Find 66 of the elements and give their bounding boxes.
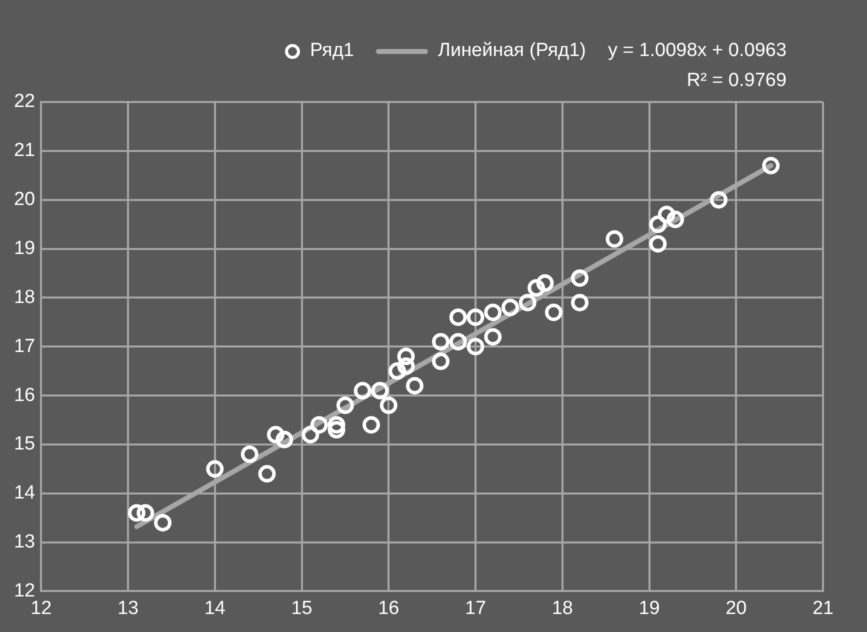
x-tick-label: 19	[638, 598, 660, 619]
x-tick-label: 20	[726, 598, 747, 619]
point	[302, 426, 320, 444]
point	[484, 304, 502, 322]
point	[371, 382, 389, 400]
text: R² = 0.9769	[686, 70, 787, 92]
x-tick-label: 14	[204, 598, 226, 619]
point	[466, 308, 484, 326]
point	[449, 332, 467, 350]
point	[136, 504, 154, 522]
point	[502, 298, 520, 316]
point	[240, 445, 258, 463]
point	[406, 376, 424, 394]
point	[449, 308, 467, 326]
y-tick-label: 20	[14, 189, 36, 210]
point	[658, 206, 676, 224]
point	[380, 396, 398, 414]
x-tick-label: 21	[812, 598, 834, 619]
point	[571, 294, 589, 312]
point	[154, 514, 172, 532]
point	[328, 416, 346, 434]
point	[710, 191, 728, 209]
point	[484, 328, 502, 346]
y-tick-label: 14	[14, 482, 36, 504]
point	[762, 156, 780, 174]
x-tick-label: 17	[464, 598, 486, 619]
y-tick-label: 16	[14, 384, 36, 406]
legend-label: Ряд1	[310, 40, 354, 62]
text: y = 1.0098x + 0.0963	[608, 40, 787, 62]
point	[310, 416, 328, 434]
point	[328, 421, 346, 439]
point	[528, 279, 546, 297]
point	[606, 230, 624, 248]
point	[649, 216, 667, 234]
legend-label: Линейная (Ряд1)	[438, 40, 586, 62]
y-tick-label: 21	[14, 140, 36, 162]
point	[388, 362, 406, 380]
point	[266, 426, 284, 444]
point	[466, 338, 484, 356]
y-tick-label: 17	[14, 336, 36, 357]
y-tick-label: 19	[14, 238, 36, 259]
point	[544, 304, 562, 322]
point	[354, 382, 372, 400]
x-tick-label: 13	[117, 598, 139, 619]
point	[336, 396, 354, 414]
point	[518, 294, 536, 312]
point	[649, 235, 667, 253]
point	[397, 357, 415, 375]
y-tick-label: 18	[14, 286, 36, 308]
point	[362, 416, 380, 434]
point	[128, 504, 146, 522]
point	[432, 332, 450, 350]
y-tick-label: 22	[14, 91, 36, 112]
y-tick-label: 13	[14, 532, 36, 553]
point	[666, 210, 684, 228]
x-tick-label: 16	[378, 598, 400, 619]
point	[432, 352, 450, 370]
point	[206, 460, 224, 478]
y-tick-label: 15	[14, 434, 36, 455]
point	[571, 269, 589, 287]
point	[536, 274, 554, 292]
x-tick-label: 15	[291, 598, 312, 619]
x-tick-label: 18	[552, 598, 573, 619]
point	[258, 465, 276, 483]
point	[276, 430, 294, 448]
point	[397, 348, 415, 366]
